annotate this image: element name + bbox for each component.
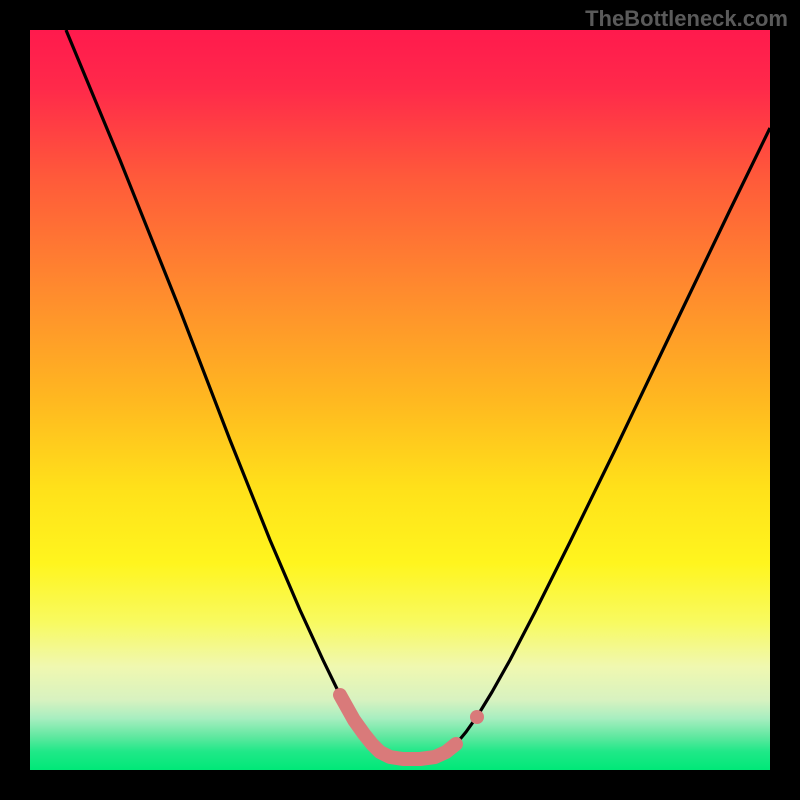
chart-background	[30, 30, 770, 770]
optimal-range-end-dot	[470, 710, 484, 724]
watermark-text: TheBottleneck.com	[585, 6, 788, 32]
chart-svg	[30, 30, 770, 770]
plot-area	[30, 30, 770, 770]
